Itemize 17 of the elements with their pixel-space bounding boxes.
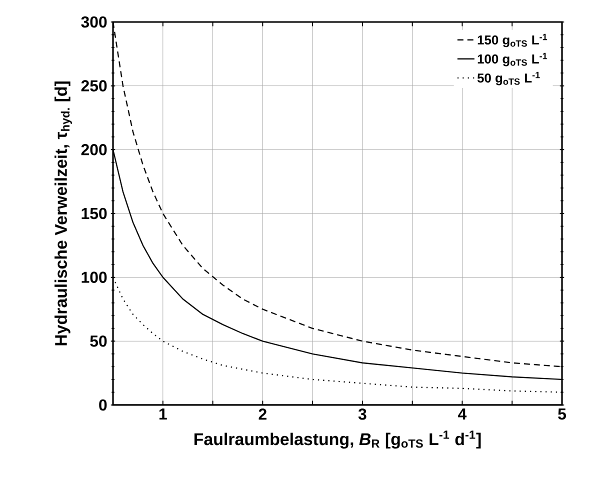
y-tick-label: 0: [99, 399, 107, 411]
legend-label: 150 g$_{oTS}$ L$^{-1}$: [478, 34, 548, 48]
x-tick-label: 1: [159, 408, 167, 420]
y-tick-label: 50: [90, 336, 107, 347]
text: Faulraumbelastung, B$_{R}$ [g$_{oTS}$ L$^{-1}$ d$^{-1}$]: [194, 430, 481, 449]
y-axis-title: Hydraulische Verweilzeit, τ$_{hyd.}$ [d]: [54, 82, 72, 346]
y-tick-label: 200: [81, 144, 107, 156]
y-tick-label: 300: [81, 16, 107, 28]
x-tick-label: 4: [458, 408, 467, 420]
y-tick-label: 150: [82, 208, 107, 220]
x-tick-label: 2: [258, 408, 266, 420]
legend-label: 100 g$_{oTS}$ L$^{-1}$: [478, 52, 548, 66]
x-tick-label: 5: [558, 408, 566, 420]
y-tick-label: 100: [82, 272, 107, 283]
x-tick-label: 3: [358, 408, 366, 420]
legend-label: 50 g$_{oTS}$ L$^{-1}$: [477, 72, 540, 86]
y-tick-label: 250: [81, 80, 107, 92]
